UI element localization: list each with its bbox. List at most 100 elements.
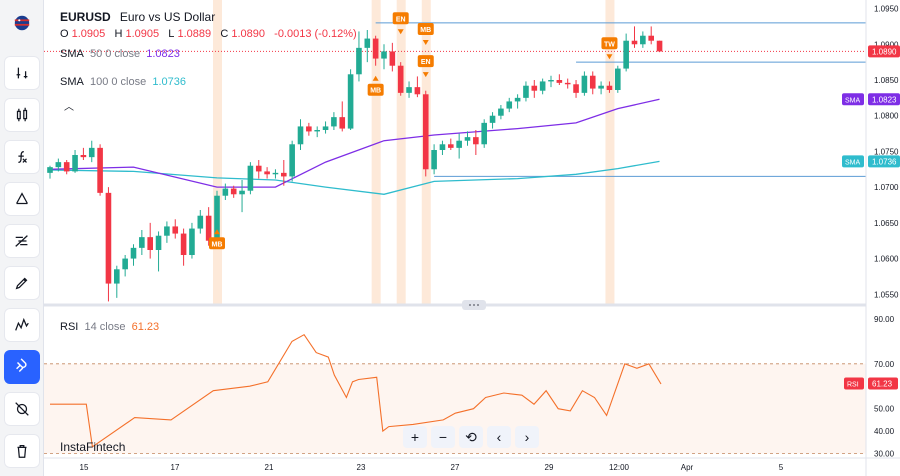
signal-marker[interactable]: EN <box>417 55 434 78</box>
candle[interactable] <box>47 165 53 179</box>
signal-marker[interactable]: MB <box>367 75 384 96</box>
candle[interactable] <box>406 81 412 98</box>
candle[interactable] <box>130 244 137 266</box>
candle[interactable] <box>414 76 421 98</box>
candle[interactable] <box>339 101 346 132</box>
signal-marker[interactable]: EN <box>392 12 409 35</box>
candle[interactable] <box>197 210 204 234</box>
candle[interactable] <box>281 160 287 186</box>
sma100-legend[interactable]: SMA 100 0 close 1.0736 <box>60 76 187 88</box>
collapse-legend-icon[interactable]: ︿ <box>64 101 74 113</box>
candle[interactable] <box>97 144 103 196</box>
zoom-out-button[interactable]: − <box>431 426 455 448</box>
candle[interactable] <box>105 187 112 302</box>
candle[interactable] <box>189 222 195 259</box>
candle[interactable] <box>239 180 245 213</box>
hide-icon[interactable] <box>4 392 40 426</box>
magnet-icon[interactable] <box>4 350 40 384</box>
candle[interactable] <box>122 255 128 277</box>
candle[interactable] <box>297 119 304 150</box>
price-line-icon[interactable] <box>4 56 40 90</box>
candle[interactable] <box>548 75 554 88</box>
candle[interactable] <box>531 80 538 98</box>
fib-icon[interactable] <box>4 224 40 258</box>
reset-chart-button[interactable]: ⟲ <box>459 426 483 448</box>
candle[interactable] <box>589 71 596 95</box>
candle[interactable] <box>606 81 613 93</box>
candle[interactable] <box>372 35 379 66</box>
candle[interactable] <box>564 78 571 89</box>
candle[interactable] <box>389 42 396 72</box>
candle[interactable] <box>63 160 70 175</box>
candle[interactable] <box>172 219 179 239</box>
sma100-line[interactable] <box>49 160 660 195</box>
candle[interactable] <box>456 133 462 159</box>
candle[interactable] <box>247 162 254 195</box>
candle[interactable] <box>55 158 62 172</box>
candle[interactable] <box>631 26 638 48</box>
formula-icon[interactable] <box>4 140 40 174</box>
sma50-legend[interactable]: SMA 50 0 close 1.0823 <box>60 48 180 60</box>
candle[interactable] <box>514 94 521 109</box>
candle[interactable] <box>364 30 371 63</box>
candle[interactable] <box>439 140 446 155</box>
candle[interactable] <box>356 31 362 82</box>
scroll-left-button[interactable]: ‹ <box>487 426 511 448</box>
candle[interactable] <box>289 140 295 182</box>
signal-marker[interactable]: TW <box>601 37 618 60</box>
candle[interactable] <box>473 130 479 155</box>
signal-marker[interactable]: MB <box>417 23 434 45</box>
brush-icon[interactable] <box>4 266 40 300</box>
price-chart[interactable]: MB MB EN MB EN TW 1.0950 1.0900 1.0850 1.0800 1.0… <box>44 0 900 476</box>
candle[interactable] <box>230 185 237 198</box>
candle[interactable] <box>464 131 471 146</box>
candle[interactable] <box>539 78 546 95</box>
candle[interactable] <box>489 112 496 129</box>
candle[interactable] <box>139 230 145 255</box>
candle[interactable] <box>164 221 170 243</box>
candle[interactable] <box>322 121 329 134</box>
candle[interactable] <box>556 74 563 85</box>
candle[interactable] <box>264 167 270 179</box>
flag-icon[interactable] <box>4 6 40 40</box>
candle[interactable] <box>347 69 354 130</box>
candle[interactable] <box>397 62 404 96</box>
trend-line-icon[interactable] <box>4 182 40 216</box>
rsi-legend[interactable]: RSI 14 close 61.23 <box>60 321 160 333</box>
candle[interactable] <box>615 65 621 93</box>
candle[interactable] <box>648 26 654 45</box>
candle[interactable] <box>422 90 429 177</box>
candle[interactable] <box>448 138 454 150</box>
candle[interactable] <box>180 228 187 266</box>
candles-icon[interactable] <box>4 98 40 132</box>
candle[interactable] <box>272 169 279 179</box>
candle[interactable] <box>381 44 387 70</box>
candle[interactable] <box>498 105 504 120</box>
sma50-line[interactable] <box>49 98 660 188</box>
pane-resize-handle[interactable] <box>462 300 486 310</box>
candle[interactable] <box>598 81 604 95</box>
candle[interactable] <box>656 40 663 53</box>
candle[interactable] <box>640 31 646 48</box>
candle[interactable] <box>255 160 262 179</box>
candle[interactable] <box>72 150 78 173</box>
candle[interactable] <box>431 144 437 175</box>
zoom-in-button[interactable]: + <box>403 426 427 448</box>
candle[interactable] <box>623 33 629 72</box>
candle[interactable] <box>147 222 153 259</box>
candle[interactable] <box>155 231 162 272</box>
candle[interactable] <box>80 147 87 160</box>
rsi-line[interactable] <box>50 333 662 448</box>
candle[interactable] <box>581 71 588 96</box>
candle[interactable] <box>214 190 220 245</box>
candle[interactable] <box>331 112 337 130</box>
trash-icon[interactable] <box>4 434 40 468</box>
candle[interactable] <box>523 81 529 102</box>
candle[interactable] <box>88 140 95 163</box>
candle[interactable] <box>506 97 513 113</box>
scroll-right-button[interactable]: › <box>515 426 539 448</box>
candle[interactable] <box>114 265 120 298</box>
candle[interactable] <box>573 80 579 98</box>
signal-marker[interactable]: MB <box>209 229 225 250</box>
candle[interactable] <box>205 207 212 246</box>
